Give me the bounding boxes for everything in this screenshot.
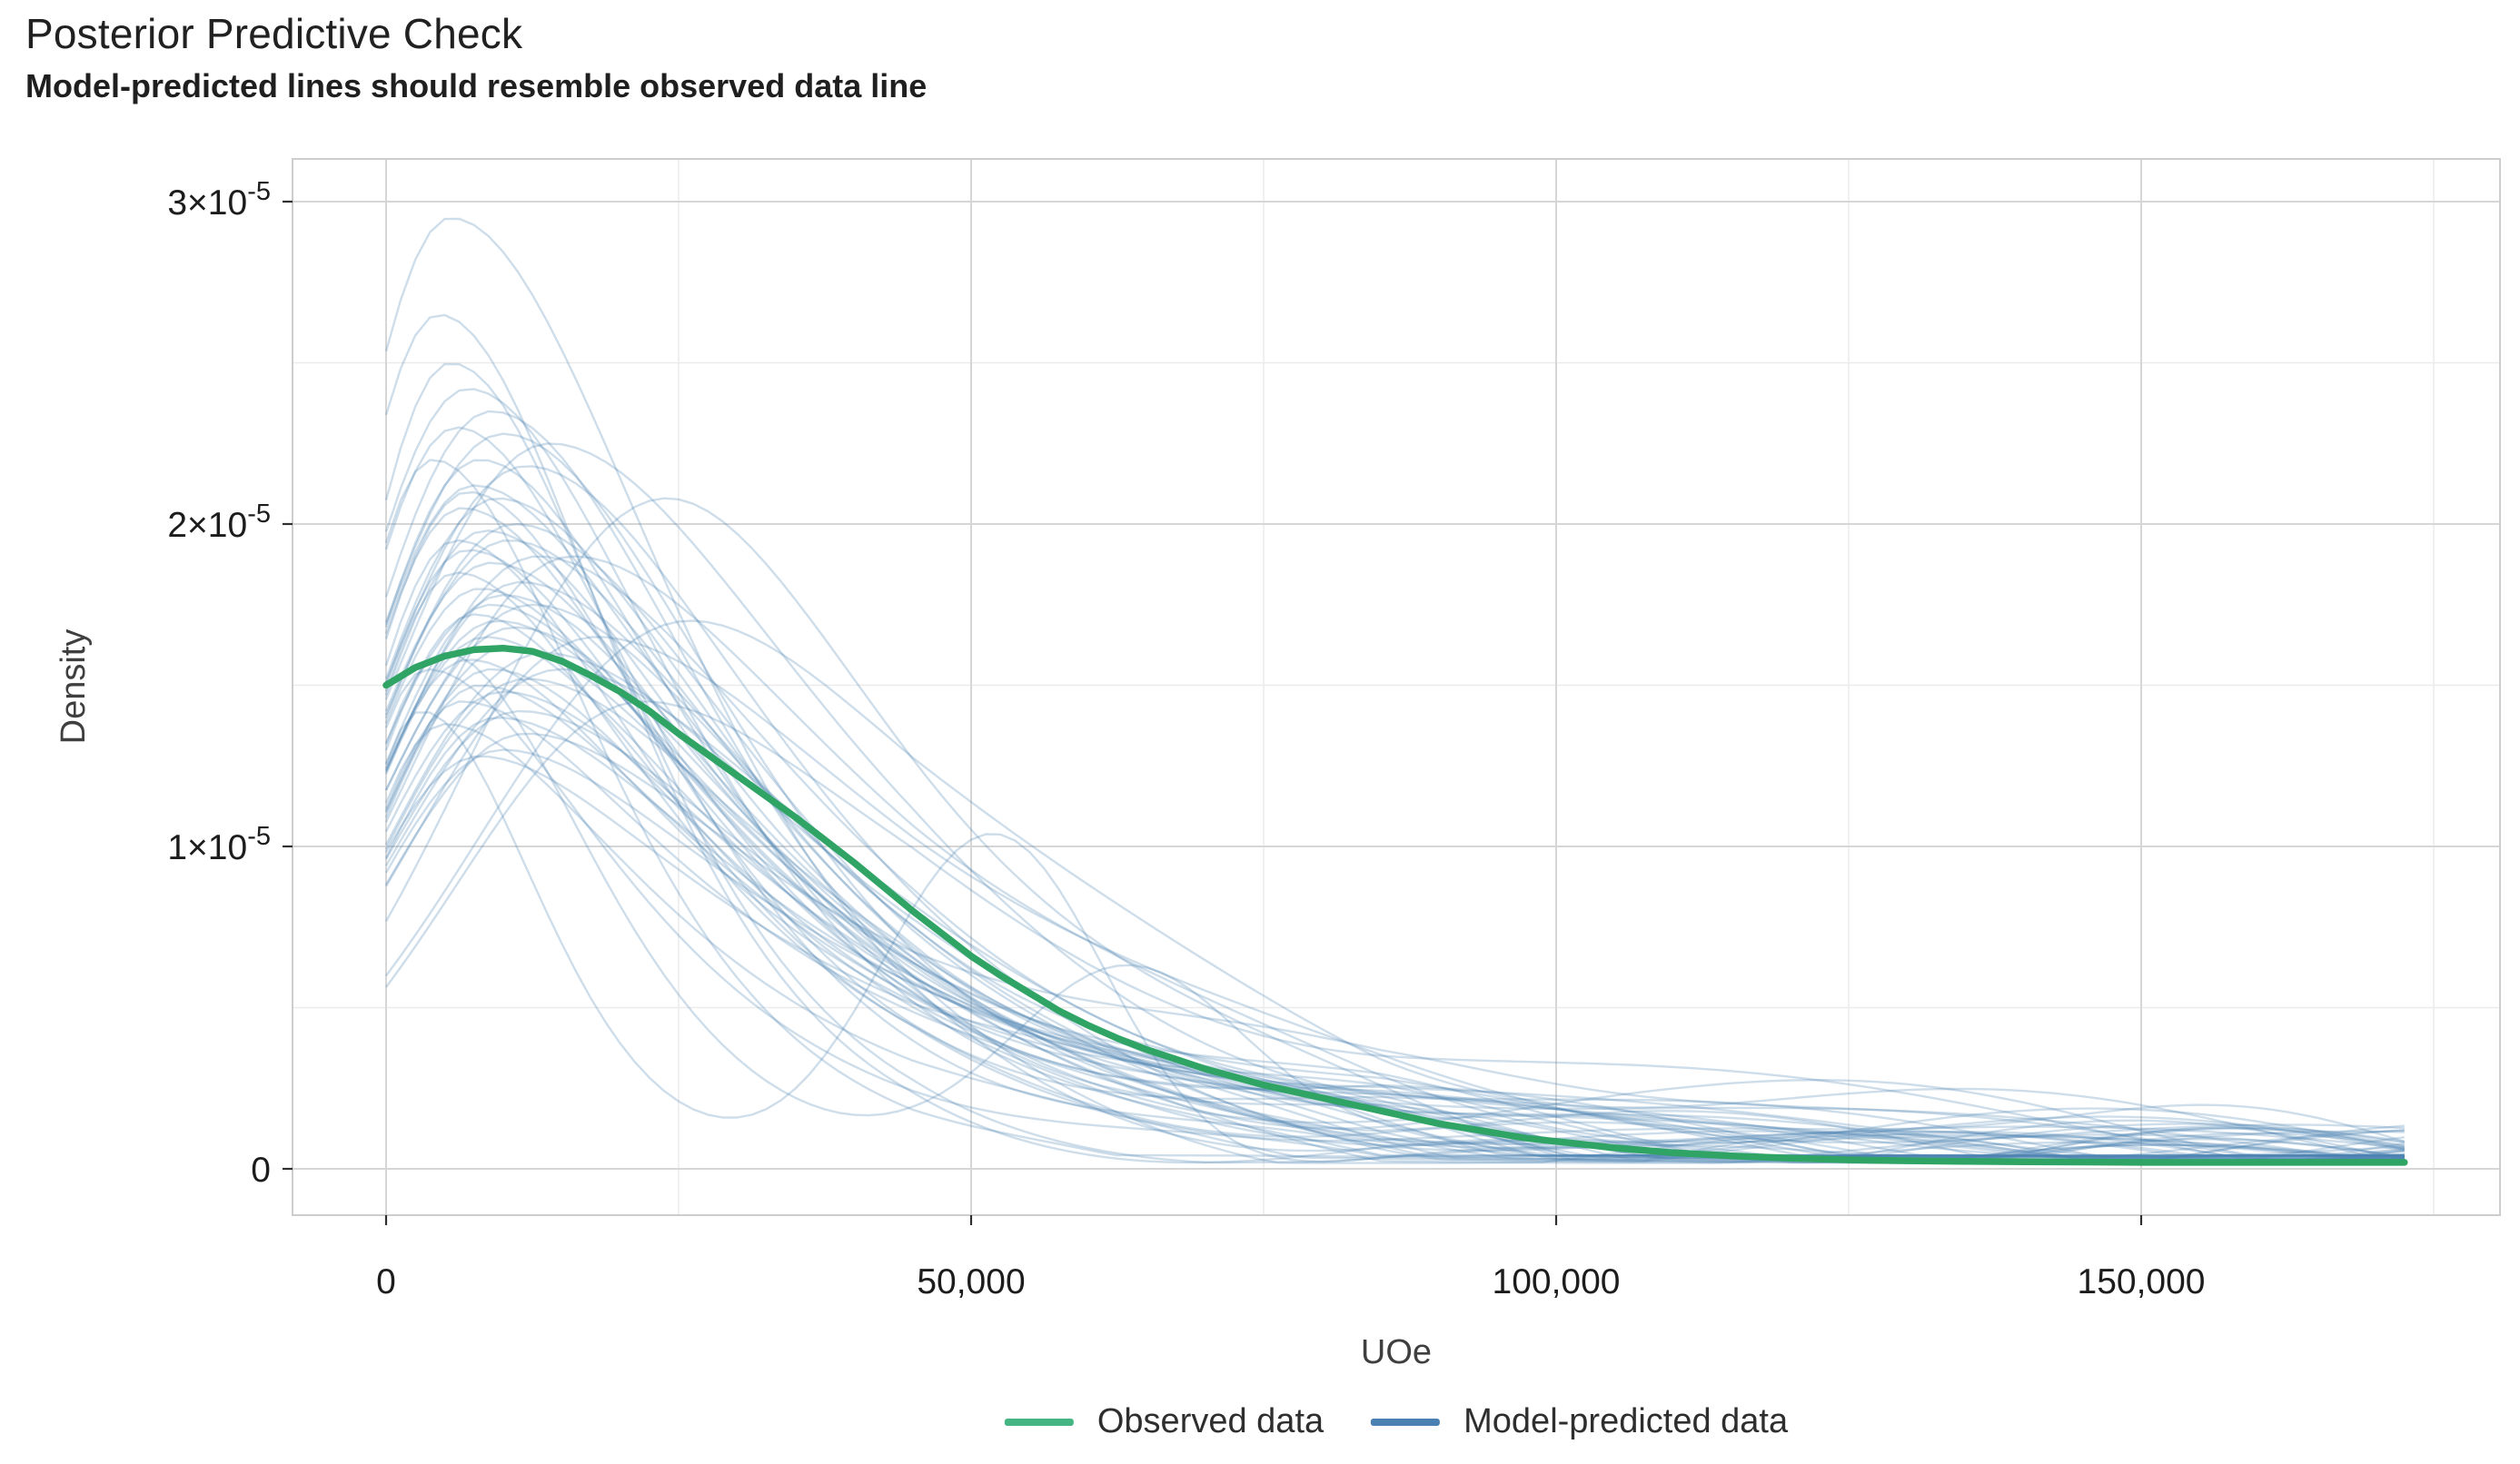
svg-text:150,000: 150,000	[2078, 1262, 2206, 1301]
model-predicted-curve	[384, 465, 2405, 1157]
model-predicted-curve	[384, 722, 2405, 1163]
model-predicted-curve	[384, 459, 2405, 1164]
observed-data-curve	[382, 644, 2408, 1166]
axis-tick-marks	[283, 200, 2143, 1225]
model-predicted-curve	[384, 561, 2405, 1164]
predicted-line-swatch	[1371, 1418, 1441, 1426]
model-predicted-curve	[384, 700, 2405, 1150]
svg-text:3×10-5: 3×10-5	[167, 177, 271, 223]
model-predicted-curve	[384, 646, 2405, 1164]
x-tick-labels: 0 50,000 100,000 150,000	[376, 1262, 2205, 1301]
model-predicted-curve	[384, 711, 2405, 1163]
model-predicted-curve	[384, 549, 2405, 1158]
model-predicted-curve	[384, 668, 2405, 1161]
legend-label-observed: Observed data	[1096, 1402, 1324, 1440]
minor-gridlines	[293, 159, 2500, 1215]
panel-border	[292, 158, 2501, 1216]
model-predicted-curve	[384, 668, 2405, 1164]
svg-text:0: 0	[251, 1151, 271, 1190]
model-predicted-curve	[384, 636, 2406, 1162]
model-predicted-curve	[384, 555, 2405, 1164]
chart-title: Posterior Predictive Check	[25, 10, 523, 57]
legend-item-observed: Observed data	[1004, 1402, 1324, 1441]
legend-item-predicted: Model-predicted data	[1371, 1402, 1788, 1441]
svg-text:100,000: 100,000	[1493, 1262, 1621, 1301]
model-predicted-curve	[384, 217, 2405, 1164]
model-predicted-curve	[384, 748, 2405, 1163]
model-predicted-curve	[385, 619, 2405, 1162]
model-predicted-curve	[384, 529, 2405, 1164]
model-predicted-curve	[384, 507, 2406, 1160]
model-predicted-curve	[384, 571, 2405, 1160]
legend: Observed data Model-predicted data	[1004, 1402, 1788, 1441]
model-predicted-curve	[384, 732, 2405, 1158]
svg-text:1×10-5: 1×10-5	[167, 822, 271, 867]
model-predicted-curve	[384, 636, 2405, 1144]
model-predicted-curve	[384, 442, 2405, 1159]
model-predicted-curve	[384, 459, 2405, 1162]
model-predicted-curve	[384, 313, 2405, 1164]
svg-text:50,000: 50,000	[917, 1262, 1025, 1301]
observed-line-swatch	[1004, 1418, 1074, 1426]
model-predicted-curve	[384, 709, 2405, 1161]
model-predicted-curve	[385, 700, 2405, 1160]
model-predicted-curve	[384, 619, 2405, 1163]
model-predicted-curve	[384, 626, 2405, 1159]
model-predicted-curve	[384, 362, 2405, 1164]
model-predicted-curve	[384, 593, 2405, 1160]
model-predicted-curve	[384, 580, 2405, 1162]
model-predicted-curve	[384, 426, 2405, 1159]
model-predicted-curve	[384, 603, 2405, 1157]
y-axis-title: Density	[54, 628, 93, 745]
model-predicted-curve	[384, 678, 2405, 1158]
legend-label-predicted: Model-predicted data	[1463, 1402, 1789, 1440]
svg-text:2×10-5: 2×10-5	[167, 500, 271, 545]
model-predicted-curve	[384, 658, 2405, 1162]
model-predicted-curves	[384, 217, 2406, 1164]
model-predicted-curve	[384, 755, 2406, 1159]
svg-text:0: 0	[376, 1262, 396, 1301]
model-predicted-curve	[384, 588, 2405, 1163]
model-predicted-curve	[384, 522, 2405, 1164]
model-predicted-curve	[384, 613, 2405, 1160]
model-predicted-curve	[384, 539, 2406, 1143]
model-predicted-curve	[384, 490, 2405, 1160]
chart-subtitle: Model-predicted lines should resemble ob…	[25, 67, 928, 104]
model-predicted-curve	[384, 497, 2405, 1161]
model-predicted-curve	[384, 555, 2406, 1152]
y-tick-labels: 0 1×10-5 2×10-5 3×10-5	[167, 177, 271, 1190]
x-axis-title: UOe	[1360, 1333, 1433, 1371]
model-predicted-curve	[384, 410, 2405, 1164]
major-gridlines	[293, 159, 2500, 1215]
